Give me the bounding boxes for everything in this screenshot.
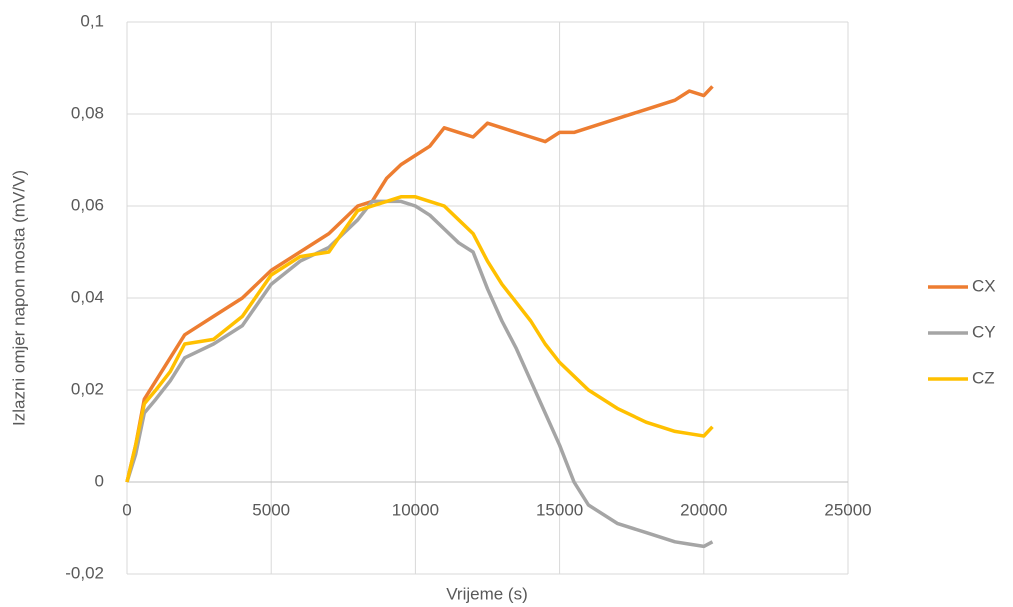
x-tick-label: 0 <box>122 500 131 519</box>
x-tick-label: 25000 <box>824 500 871 519</box>
data-line <box>125 199 714 549</box>
x-axis-title: Vrijeme (s) <box>446 584 528 603</box>
y-tick-label: 0,08 <box>71 103 104 122</box>
y-tick-label: 0,02 <box>71 379 104 398</box>
data-line <box>125 85 714 483</box>
y-tick-label: 0 <box>95 471 104 490</box>
x-tick-label: 10000 <box>392 500 439 519</box>
data-line <box>125 195 714 483</box>
x-tick-label: 5000 <box>252 500 290 519</box>
x-tick-label: 15000 <box>536 500 583 519</box>
legend-label: CX <box>972 276 996 295</box>
legend-label: CZ <box>972 368 995 387</box>
y-tick-label: 0,1 <box>80 11 104 30</box>
y-tick-label: -0,02 <box>65 563 104 582</box>
legend-label: CY <box>972 322 996 341</box>
y-tick-label: 0,04 <box>71 287 104 306</box>
y-tick-label: 0,06 <box>71 195 104 214</box>
y-axis-title: Izlazni omjer napon mosta (mV/V) <box>9 170 28 426</box>
x-tick-label: 20000 <box>680 500 727 519</box>
